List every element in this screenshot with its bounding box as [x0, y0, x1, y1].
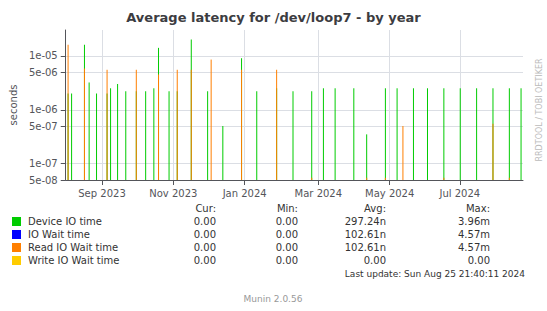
- svg-text:0.00: 0.00: [276, 242, 298, 253]
- svg-text:5e-07: 5e-07: [29, 121, 58, 132]
- svg-text:Read IO Wait time: Read IO Wait time: [28, 242, 118, 253]
- svg-text:Device IO time: Device IO time: [28, 216, 102, 227]
- svg-text:297.24n: 297.24n: [345, 216, 386, 227]
- svg-text:5e-06: 5e-06: [29, 67, 58, 78]
- svg-text:0.00: 0.00: [194, 216, 216, 227]
- svg-text:Nov 2023: Nov 2023: [149, 188, 197, 199]
- svg-text:RRDTOOL / TOBI OETIKER: RRDTOOL / TOBI OETIKER: [535, 58, 544, 161]
- svg-text:4.57m: 4.57m: [458, 242, 490, 253]
- svg-text:0.00: 0.00: [276, 229, 298, 240]
- svg-text:Munin 2.0.56: Munin 2.0.56: [244, 294, 303, 304]
- svg-text:0.00: 0.00: [276, 216, 298, 227]
- svg-text:4.57m: 4.57m: [458, 229, 490, 240]
- svg-text:0.00: 0.00: [364, 255, 386, 266]
- svg-text:Sep 2023: Sep 2023: [78, 188, 125, 199]
- svg-text:0.00: 0.00: [194, 242, 216, 253]
- svg-text:Mar 2024: Mar 2024: [295, 188, 343, 199]
- svg-text:Cur:: Cur:: [195, 203, 216, 214]
- svg-text:Avg:: Avg:: [364, 203, 386, 214]
- svg-text:May 2024: May 2024: [365, 188, 414, 199]
- svg-text:Last update: Sun Aug 25 21:40:: Last update: Sun Aug 25 21:40:11 2024: [345, 269, 525, 279]
- svg-text:1e-07: 1e-07: [29, 158, 58, 169]
- svg-text:Jan 2024: Jan 2024: [222, 188, 267, 199]
- svg-text:0.00: 0.00: [276, 255, 298, 266]
- svg-text:3.96m: 3.96m: [458, 216, 490, 227]
- svg-text:Max:: Max:: [466, 203, 490, 214]
- svg-text:Write IO Wait time: Write IO Wait time: [28, 255, 119, 266]
- svg-text:seconds: seconds: [8, 85, 19, 126]
- svg-text:0.00: 0.00: [194, 255, 216, 266]
- svg-text:1e-06: 1e-06: [29, 104, 58, 115]
- svg-text:0.00: 0.00: [194, 229, 216, 240]
- svg-text:102.61n: 102.61n: [345, 242, 386, 253]
- svg-text:Min:: Min:: [277, 203, 298, 214]
- svg-text:IO Wait time: IO Wait time: [28, 229, 90, 240]
- svg-text:5e-08: 5e-08: [29, 175, 58, 186]
- svg-text:102.61n: 102.61n: [345, 229, 386, 240]
- svg-text:0.00: 0.00: [468, 255, 490, 266]
- svg-text:Jul 2024: Jul 2024: [438, 188, 480, 199]
- svg-text:1e-05: 1e-05: [29, 50, 58, 61]
- svg-text:Average latency for /dev/loop7: Average latency for /dev/loop7 - by year: [126, 10, 421, 25]
